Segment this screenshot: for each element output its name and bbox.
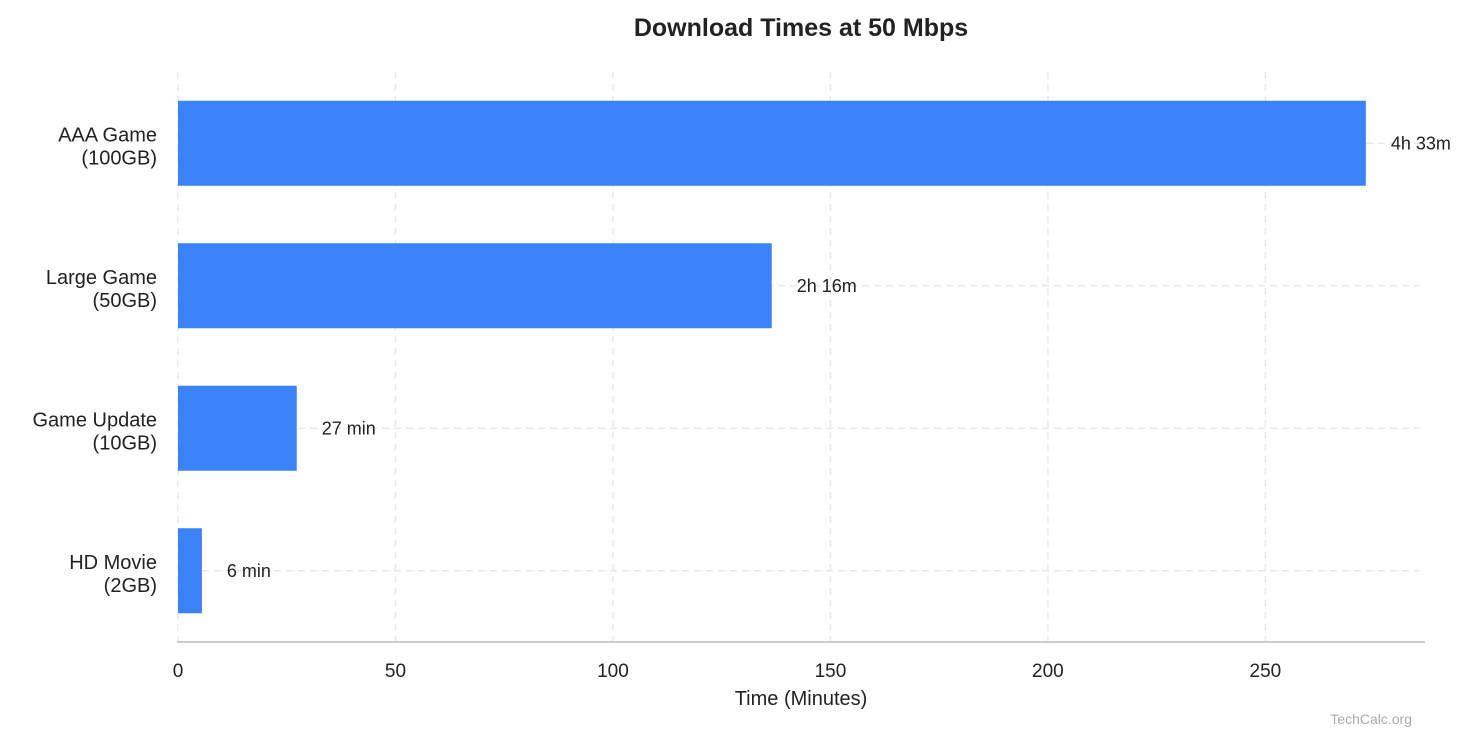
x-tick-label: 200: [1032, 661, 1064, 682]
y-category-label: (10GB): [93, 432, 157, 454]
y-category-label: Game Update: [32, 409, 157, 431]
y-category-label: (50GB): [93, 290, 157, 312]
x-tick-label: 50: [385, 661, 406, 682]
data-label: 6 min: [227, 561, 271, 581]
bar: [178, 385, 297, 471]
x-tick-label: 100: [597, 661, 629, 682]
x-axis-label: Time (Minutes): [735, 688, 868, 710]
x-tick-label: 150: [815, 661, 847, 682]
chart-title: Download Times at 50 Mbps: [634, 14, 968, 42]
y-category-label: AAA Game: [58, 124, 157, 146]
data-label: 2h 16m: [797, 276, 857, 296]
bars: 4h 33m 2h 16m 27 min 6 min: [178, 100, 1451, 614]
data-label: 4h 33m: [1391, 133, 1451, 153]
y-category-label: Large Game: [46, 267, 157, 289]
y-category-label: (100GB): [81, 147, 157, 169]
y-category-label: (2GB): [104, 575, 157, 597]
y-category-label: HD Movie: [69, 552, 157, 574]
x-tick-label: 0: [173, 661, 184, 682]
x-ticks: 0 50 100 150 200 250: [173, 661, 1282, 682]
y-categories: AAA Game(100GB) Large Game(50GB) Game Upda…: [32, 124, 157, 597]
x-tick-label: 250: [1250, 661, 1282, 682]
bar: [178, 528, 202, 614]
data-label: 27 min: [322, 418, 376, 438]
bar: [178, 100, 1366, 186]
watermark: TechCalc.org: [1330, 711, 1412, 727]
bar: [178, 243, 772, 329]
